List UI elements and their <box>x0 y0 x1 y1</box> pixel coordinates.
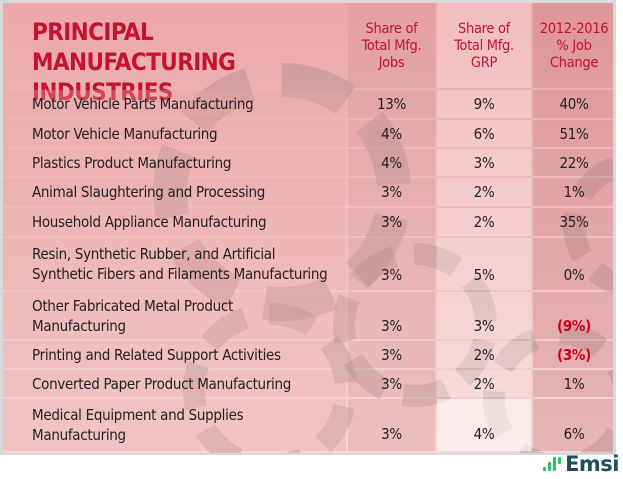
grp-share: 5% <box>437 238 531 290</box>
industry-name-line: Other Fabricated Metal Product <box>32 296 233 315</box>
grp-share: 2% <box>437 178 531 206</box>
job-change: 6% <box>533 399 613 451</box>
header-line: Share of <box>458 21 510 37</box>
industry-name: Plastics Product Manufacturing <box>3 149 346 176</box>
job-change-negative: (3%) <box>533 341 613 368</box>
header-line: Share of <box>365 21 418 37</box>
jobs-share: 3% <box>348 399 435 451</box>
industry-name: Medical Equipment and Supplies Manufactu… <box>3 399 346 451</box>
header-line: % Job <box>556 38 592 54</box>
job-change: 40% <box>533 90 613 118</box>
jobs-share: 3% <box>348 208 435 236</box>
grp-share: 6% <box>437 120 531 147</box>
header-line: Total Mfg. <box>361 38 422 54</box>
job-change-negative: (9%) <box>533 292 613 339</box>
jobs-share: 13% <box>348 90 435 118</box>
column-header-jobs-share: Share of Total Mfg. Jobs <box>348 3 435 88</box>
header-line: GRP <box>470 55 498 71</box>
jobs-share: 3% <box>348 292 435 339</box>
header-line: Total Mfg. <box>454 38 514 54</box>
jobs-share: 4% <box>348 149 435 176</box>
header-line: Change <box>549 55 599 71</box>
table-title: PRINCIPAL MANUFACTURING INDUSTRIES <box>3 3 346 106</box>
industries-table: PRINCIPAL MANUFACTURING INDUSTRIES Share… <box>3 3 613 453</box>
title-line: INDUSTRIES <box>32 78 173 106</box>
job-change: 1% <box>533 178 613 206</box>
job-change: 51% <box>533 120 613 147</box>
job-change: 22% <box>533 149 613 176</box>
grp-share: 4% <box>437 399 531 451</box>
job-change: 1% <box>533 370 613 397</box>
bar-chart-icon <box>543 457 562 471</box>
column-header-grp-share: Share of Total Mfg. GRP <box>437 3 531 88</box>
title-line: PRINCIPAL MANUFACTURING <box>32 18 236 76</box>
logo-text: Emsi <box>565 452 619 476</box>
industry-name: Household Appliance Manufacturing <box>3 208 346 236</box>
industry-name: Other Fabricated Metal Product Manufactu… <box>3 292 346 339</box>
job-change: 0% <box>533 238 613 290</box>
emsi-logo: Emsi <box>543 452 619 476</box>
industry-name-line: Medical Equipment and Supplies <box>32 406 244 424</box>
column-header-job-change: 2012-2016 % Job Change <box>533 3 613 88</box>
table-frame: PRINCIPAL MANUFACTURING INDUSTRIES Share… <box>0 0 616 455</box>
jobs-share: 3% <box>348 341 435 368</box>
grp-share: 2% <box>437 208 531 236</box>
industry-name: Motor Vehicle Parts Manufacturing <box>3 90 346 118</box>
industry-name-line: Manufacturing <box>32 316 126 335</box>
grp-share: 3% <box>437 149 531 176</box>
header-line: 2012-2016 <box>539 21 609 37</box>
industry-name: Animal Slaughtering and Processing <box>3 178 346 206</box>
grp-share: 3% <box>437 292 531 339</box>
industry-name-line: Resin, Synthetic Rubber, and Artificial <box>32 245 276 263</box>
industry-name: Printing and Related Support Activities <box>3 341 346 368</box>
jobs-share: 4% <box>348 120 435 147</box>
industry-name: Resin, Synthetic Rubber, and Artificial … <box>3 238 346 290</box>
grp-share: 9% <box>437 90 531 118</box>
grp-share: 2% <box>437 370 531 397</box>
jobs-share: 3% <box>348 370 435 397</box>
industry-name: Motor Vehicle Manufacturing <box>3 120 346 147</box>
grp-share: 2% <box>437 341 531 368</box>
job-change: 35% <box>533 208 613 236</box>
industry-name-line: Synthetic Fibers and Filaments Manufactu… <box>32 265 328 283</box>
header-line: Jobs <box>378 55 405 71</box>
industry-name: Converted Paper Product Manufacturing <box>3 370 346 397</box>
table-grid: PRINCIPAL MANUFACTURING INDUSTRIES Share… <box>3 3 613 453</box>
jobs-share: 3% <box>348 238 435 290</box>
industry-name-line: Manufacturing <box>32 426 126 444</box>
jobs-share: 3% <box>348 178 435 206</box>
